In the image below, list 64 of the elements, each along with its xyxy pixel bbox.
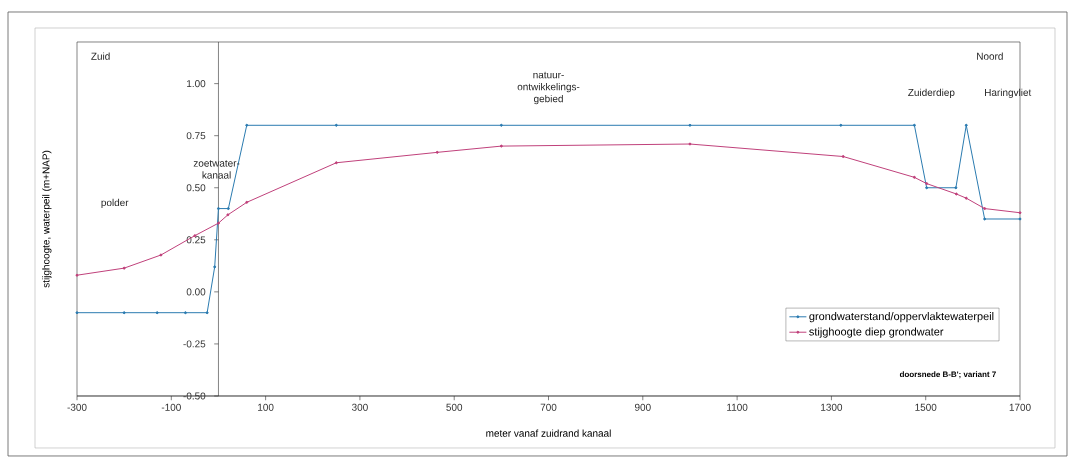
point <box>499 144 503 148</box>
point <box>912 123 916 127</box>
point <box>841 155 845 159</box>
annotation: Zuiderdiep <box>908 88 955 98</box>
point <box>435 150 439 154</box>
x-tick-label: 1300 <box>821 403 843 411</box>
point <box>216 221 220 225</box>
y-tick-label: 0.75 <box>186 132 206 140</box>
point <box>688 123 692 127</box>
point <box>75 273 79 277</box>
annotation: natuur-ontwikkelings-gebied <box>517 71 580 105</box>
point <box>954 192 958 196</box>
point <box>964 123 968 127</box>
point <box>122 311 126 315</box>
y-tick-label: -0.50 <box>183 392 206 400</box>
x-tick-label: 300 <box>351 403 368 411</box>
annotation: polder <box>101 198 129 209</box>
annotation: Haringvliet <box>985 88 1032 98</box>
point <box>205 311 209 315</box>
point <box>226 207 230 211</box>
y-tick-label: 0.25 <box>186 236 206 244</box>
legend-label: grondwaterstand/oppervlaktewaterpeil <box>809 312 994 323</box>
x-tick-label: 500 <box>446 403 463 411</box>
point <box>334 123 338 127</box>
point <box>216 207 220 211</box>
point <box>688 142 692 146</box>
point <box>155 311 159 315</box>
point <box>245 200 249 204</box>
point <box>925 186 929 190</box>
point <box>183 311 187 315</box>
y-tick-label: -0.25 <box>183 340 206 348</box>
point <box>499 123 503 127</box>
x-tick-label: 100 <box>258 403 274 411</box>
point <box>925 182 929 186</box>
x-tick-label: 900 <box>634 403 651 411</box>
x-axis-title: meter vanaf zuidrand kanaal <box>486 429 611 437</box>
point <box>1018 217 1022 221</box>
point <box>159 253 163 257</box>
point <box>912 175 916 179</box>
x-tick-label: 700 <box>540 403 557 411</box>
x-tick-label: 1700 <box>1009 403 1031 411</box>
point <box>983 207 987 211</box>
y-axis-title: stijghoogte, waterpeil (m+NAP) <box>42 150 52 288</box>
x-tick-label: -100 <box>161 403 181 411</box>
annotation: Zuid <box>91 52 110 60</box>
point <box>983 217 987 221</box>
y-tick-label: 0.00 <box>186 288 206 296</box>
x-tick-label: 1500 <box>915 403 937 411</box>
annotation: Noord <box>977 52 1003 60</box>
point <box>954 186 958 190</box>
point <box>75 311 79 315</box>
point <box>213 265 217 269</box>
y-tick-label: 1.00 <box>187 80 206 88</box>
y-tick-label: 0.50 <box>186 184 206 192</box>
x-tick-label: -300 <box>67 403 87 411</box>
point <box>334 161 338 165</box>
point <box>245 123 249 127</box>
point <box>964 196 968 200</box>
point <box>839 123 843 127</box>
point <box>1018 211 1022 215</box>
point <box>226 213 230 217</box>
point <box>122 266 126 270</box>
legend-label: stijghoogte diep grondwater <box>809 327 944 338</box>
x-tick-label: 1100 <box>727 403 748 411</box>
